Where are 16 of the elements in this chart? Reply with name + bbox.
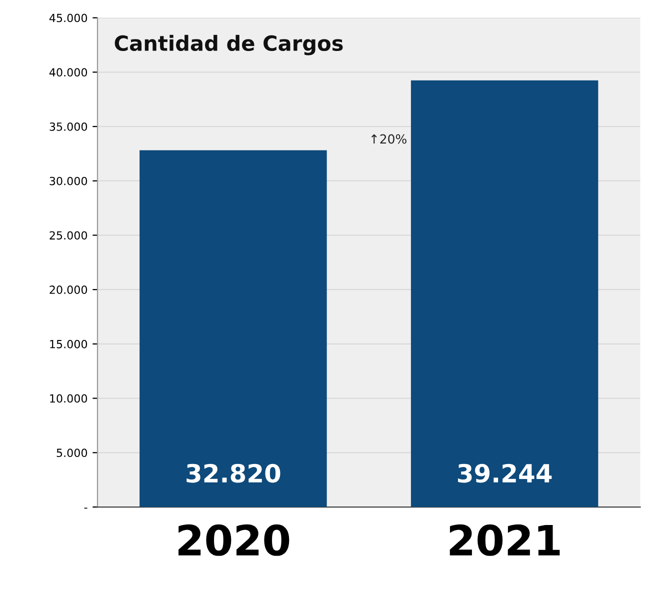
y-tick-label: 35.000 <box>50 122 88 131</box>
annotation: ↑20% <box>371 134 406 144</box>
y-tick-label: 10.000 <box>50 394 88 403</box>
y-tick-label: 25.000 <box>50 231 88 240</box>
y-tick-label: 5.000 <box>56 448 88 458</box>
y-tick-label: 20.000 <box>50 286 88 294</box>
data-label: 39.244 <box>458 464 552 483</box>
x-tick-label: 2021 <box>450 524 560 556</box>
y-tick-label: 30.000 <box>50 176 88 186</box>
y-tick-label: 15.000 <box>50 340 88 348</box>
x-tick-label: 2020 <box>178 524 290 556</box>
data-label: 32.820 <box>186 464 280 483</box>
y-tick-label: 45.000 <box>49 14 88 22</box>
y-tick-label: - <box>84 508 88 509</box>
text: Cantidad de Cargos <box>114 34 343 56</box>
y-tick-label: 40.000 <box>49 68 88 77</box>
